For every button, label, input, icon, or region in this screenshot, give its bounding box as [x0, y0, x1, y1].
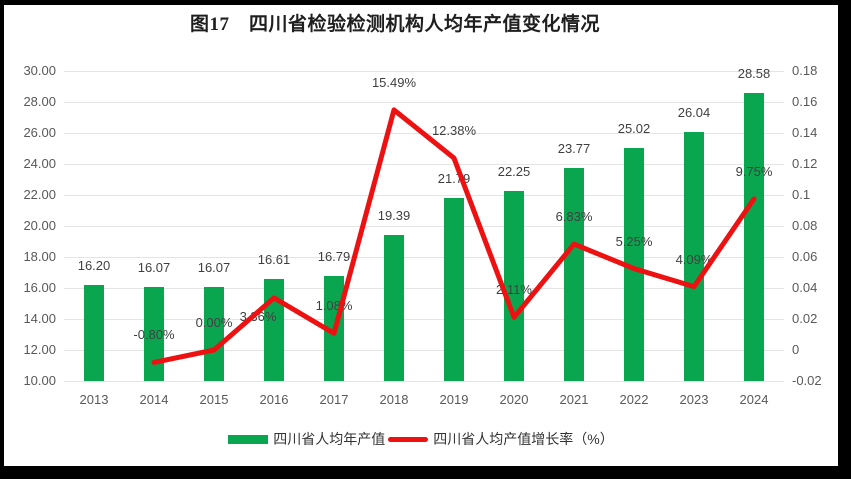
legend-line-series-label: 四川省人均产值增长率（%）	[433, 431, 614, 447]
y-axis-right-tick-label: 0.1	[792, 187, 811, 202]
x-axis-label: 2018	[379, 392, 409, 407]
y-axis-right-tick-label: 0.18	[792, 63, 818, 78]
bar-value-label: 26.04	[677, 105, 711, 121]
growth-rate-label: 5.25%	[615, 233, 653, 249]
gridline	[64, 380, 784, 382]
bar-value-label: 21.79	[437, 171, 471, 187]
gridline	[64, 287, 784, 289]
x-axis-label: 2024	[739, 392, 769, 407]
x-axis-label: 2015	[199, 392, 229, 407]
bar	[444, 198, 464, 381]
y-axis-right-tick-label: 0.02	[792, 311, 818, 326]
gridline	[64, 318, 784, 320]
y-axis-right-tick-label: 0	[792, 342, 800, 357]
x-axis-label: 2016	[259, 392, 289, 407]
bar	[624, 148, 644, 381]
chart-legend: 四川省人均年产值 四川省人均产值增长率（%）	[4, 431, 838, 447]
bar-value-label: 25.02	[617, 121, 651, 137]
y-axis-left-tick-label: 28.00	[23, 94, 56, 109]
chart-title: 图17 四川省检验检测机构人均年产值变化情况	[189, 14, 600, 35]
bar	[324, 275, 344, 381]
bar-value-label: 16.07	[137, 259, 171, 275]
y-axis-left-tick-label: 14.00	[23, 311, 56, 326]
growth-rate-label: 9.75%	[735, 163, 773, 179]
bar-value-label: 16.20	[77, 257, 111, 273]
legend-line-swatch-icon	[388, 436, 429, 442]
y-axis-left-tick-label: 10.00	[23, 373, 56, 388]
bar	[84, 284, 104, 381]
bar	[744, 93, 764, 381]
y-axis-left-tick-label: 12.00	[23, 342, 56, 357]
x-axis-label: 2017	[319, 392, 349, 407]
growth-rate-label: 15.49%	[371, 74, 417, 90]
y-axis-right-tick-label: 0.08	[792, 218, 818, 233]
y-axis-right-tick-label: 0.16	[792, 94, 818, 109]
bar-value-label: 16.79	[317, 248, 351, 264]
growth-rate-label: 3.36%	[239, 308, 277, 324]
growth-rate-label: -0.80%	[133, 327, 175, 343]
bar-value-label: 28.58	[737, 66, 771, 81]
legend-bar-series-label: 四川省人均年产值	[273, 431, 386, 447]
y-axis-left-tick-label: 16.00	[23, 280, 56, 295]
y-axis-right-tick-label: 0.12	[792, 156, 818, 171]
x-axis-label: 2014	[139, 392, 169, 407]
bar	[204, 286, 224, 381]
x-axis-label: 2020	[499, 392, 529, 407]
bar	[384, 235, 404, 381]
gridline	[64, 70, 784, 72]
y-axis-right-tick-label: 0.14	[792, 125, 818, 140]
growth-rate-label: 12.38%	[431, 123, 477, 139]
x-axis-label: 2019	[439, 392, 469, 407]
gridline	[64, 225, 784, 227]
gridline	[64, 101, 784, 103]
y-axis-left-tick-label: 18.00	[23, 249, 56, 264]
growth-rate-label: 2.11%	[496, 282, 532, 298]
bar	[264, 278, 284, 381]
y-axis-right-tick-label: -0.02	[792, 373, 822, 388]
bar-value-label: 22.25	[497, 164, 531, 180]
y-axis-left-tick-label: 22.00	[23, 187, 56, 202]
growth-rate-label: 1.08%	[315, 298, 353, 314]
x-axis-label: 2022	[619, 392, 649, 407]
legend-bar-swatch-icon	[228, 434, 269, 444]
gridline	[64, 163, 784, 165]
bar-value-label: 16.07	[197, 259, 231, 275]
growth-rate-label: 4.09%	[675, 251, 713, 267]
bar-value-label: 19.39	[377, 208, 411, 224]
growth-rate-label: 6.83%	[555, 209, 593, 225]
gridline	[64, 349, 784, 351]
y-axis-right-tick-label: 0.06	[792, 249, 818, 264]
chart-background: 图17 四川省检验检测机构人均年产值变化情况 30.00 0.18 28.00 0.1…	[4, 5, 838, 466]
x-axis-label: 2023	[679, 392, 709, 407]
y-axis-left-tick-label: 30.00	[23, 63, 56, 78]
bar-value-label: 16.61	[257, 251, 291, 267]
bar	[564, 167, 584, 381]
gridline	[64, 194, 784, 196]
y-axis-left-tick-label: 24.00	[23, 156, 56, 171]
x-axis-label: 2013	[79, 392, 109, 407]
x-axis-label: 2021	[559, 392, 589, 407]
y-axis-left-tick-label: 20.00	[23, 218, 56, 233]
bar-value-label: 23.77	[557, 140, 591, 156]
y-axis-left-tick-label: 26.00	[23, 125, 56, 140]
y-axis-right-tick-label: 0.04	[792, 280, 818, 295]
